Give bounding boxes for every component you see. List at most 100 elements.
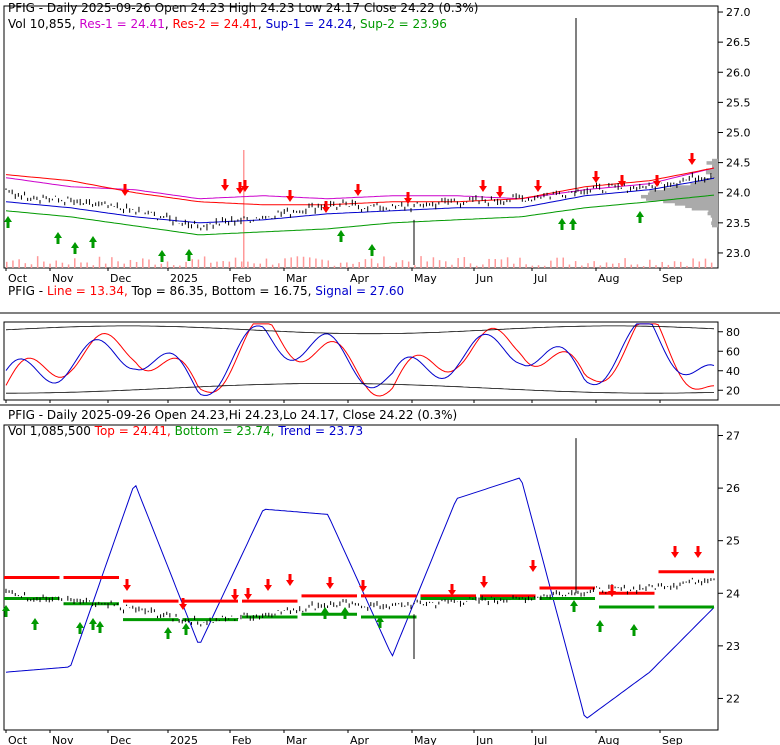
buy-arrow [321, 607, 329, 619]
volume-bar [438, 260, 441, 268]
volume-bar [395, 262, 398, 268]
buy-arrow [341, 607, 349, 619]
top-header-line2: Vol 10,855, Res-1 = 24.41, Res-2 = 24.41… [8, 17, 447, 31]
buy-arrow [376, 616, 384, 628]
top-y-label: 25.0 [726, 126, 751, 139]
top-y-label: 23.0 [726, 247, 751, 260]
volume-bar [49, 263, 51, 268]
volume-bar [166, 261, 169, 268]
mid-signal-label: Signal = 27.60 [315, 284, 405, 298]
volume-bar [240, 261, 243, 268]
volume-bar [587, 263, 589, 268]
sell-arrow [264, 579, 272, 591]
sell-arrow [534, 180, 542, 192]
x-tick-label: Oct [8, 734, 28, 745]
volume-bar [284, 258, 286, 268]
buy-arrow [4, 216, 12, 228]
volume-bar [30, 264, 33, 268]
volume-bar [667, 264, 670, 268]
buy-arrow [164, 627, 172, 639]
x-tick-label: Dec [110, 734, 131, 745]
volume-bar [364, 259, 367, 268]
buy-arrow [158, 250, 166, 262]
volume-bar [203, 256, 206, 268]
volume-profile-bar [712, 216, 718, 221]
bottom-y-label: 22 [726, 692, 740, 705]
x-tick-label: 2025 [170, 734, 198, 745]
buy-arrow [337, 230, 345, 242]
top-volume: Vol 10,855 [8, 17, 72, 31]
volume-profile-bar [649, 190, 718, 194]
sell-arrow [123, 579, 131, 591]
volume-bar [383, 256, 385, 268]
sell-arrow [241, 180, 249, 192]
middle-panel-frame [3, 321, 719, 401]
res2-label: Res-2 = 24.41 [172, 17, 258, 31]
volume-profile-bar [685, 204, 718, 209]
sell-arrow [286, 190, 294, 202]
volume-bar [61, 262, 64, 268]
volume-bar [18, 259, 20, 268]
x-tick-label: Jun [475, 272, 493, 285]
volume-bar [278, 263, 280, 268]
volume-bar [111, 257, 113, 268]
volume-bar [636, 264, 639, 268]
volume-profile-bar [695, 180, 718, 184]
buy-arrow [630, 624, 638, 636]
volume-bar [519, 257, 521, 268]
volume-bar [315, 258, 317, 268]
x-tick-label: Mar [286, 272, 307, 285]
bottom-trend-label: Trend = 23.73 [278, 424, 364, 438]
volume-bar [618, 263, 620, 268]
sell-arrow [404, 192, 412, 204]
volume-bar [92, 265, 95, 268]
sell-arrow [244, 588, 252, 600]
volume-bar [389, 265, 391, 268]
sup2-label: Sup-2 = 23.96 [360, 17, 447, 31]
volume-bar [104, 263, 107, 268]
volume-bar [197, 259, 200, 268]
volume-profile-bar [640, 194, 718, 199]
x-tick-label: Jul [533, 734, 547, 745]
series-sup-2-line [5, 194, 715, 236]
sell-arrow [480, 576, 488, 588]
sell-arrow [448, 584, 456, 596]
mid-y-label: 20 [726, 384, 740, 397]
bottom-header-line2: Vol 1,085,500 Top = 24.41, Bottom = 23.7… [8, 423, 457, 439]
volume-bar [500, 259, 503, 268]
volume-bar [24, 263, 27, 268]
bottom-volume: Vol 1,085,500 [8, 424, 91, 438]
volume-bar [290, 257, 292, 268]
sell-arrow [671, 546, 679, 558]
volume-profile-bar [671, 185, 718, 189]
volume-bar [581, 265, 583, 268]
volume-bar [451, 264, 453, 268]
volume-profile-bar [691, 206, 718, 211]
volume-bar [302, 256, 305, 268]
top-header-line1: PFIG - Daily 2025-09-26 Open 24.23 High … [8, 1, 479, 15]
volume-bar [172, 265, 175, 268]
volume-bar [457, 258, 459, 268]
x-tick-label: Oct [8, 272, 28, 285]
bottom-bottom-label: Bottom = 23.74, [174, 424, 275, 438]
volume-bar [222, 261, 224, 268]
sell-arrow [653, 175, 661, 187]
volume-bar [160, 263, 163, 268]
bottom-y-label: 27 [726, 430, 740, 443]
volume-bar [185, 261, 187, 268]
volume-bar [247, 261, 249, 268]
sell-arrow [529, 560, 537, 572]
top-y-label: 24.0 [726, 187, 751, 200]
volume-profile-bar [712, 158, 718, 163]
volume-profile-bar [711, 175, 718, 180]
sell-arrow [618, 175, 626, 187]
sell-arrow [359, 580, 367, 592]
volume-bar [265, 258, 268, 268]
buy-arrow [185, 249, 193, 261]
volume-bar [179, 265, 181, 268]
volume-bar [123, 263, 125, 268]
volume-bar [142, 258, 144, 268]
buy-arrow [182, 623, 190, 635]
volume-bar [55, 260, 57, 268]
